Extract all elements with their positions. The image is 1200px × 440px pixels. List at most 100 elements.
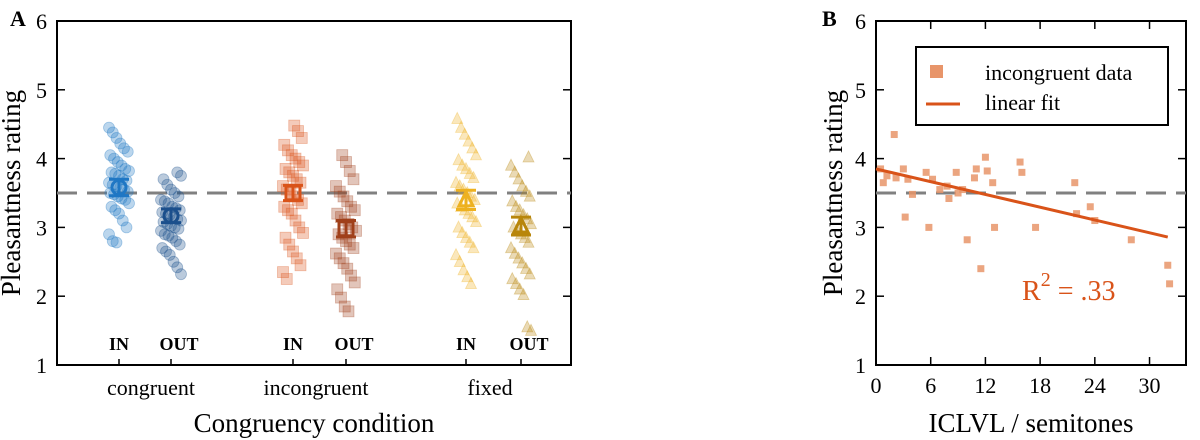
panel-b-data-point (963, 236, 971, 244)
panel-a-data-point (462, 134, 475, 147)
panel-a-data-point (348, 204, 361, 217)
panel-a-sublabel: OUT (334, 334, 373, 354)
panel-a-data-point (163, 249, 176, 261)
panel-b-y-axis-label: Pleasantness rating (818, 90, 848, 296)
panel-a-data-point (297, 159, 309, 172)
panel-b-data-point (991, 223, 999, 231)
panel-b-data-point (989, 179, 997, 187)
panel-a-data-point (287, 245, 299, 258)
panel-b-data-point (981, 153, 989, 161)
panel-a-data-point (456, 225, 469, 239)
panel-a-sublabel: IN (109, 334, 129, 354)
panel-a-data-point (120, 221, 133, 234)
panel-a-data-point (289, 214, 302, 227)
panel-a-mean-marker (162, 207, 180, 225)
panel-b-data-point (901, 213, 909, 221)
panel-a-y-ticks: 1 2 3 4 5 6 (36, 9, 571, 378)
panel-a-data-point (343, 238, 356, 251)
panel-b-data-point (970, 174, 978, 182)
panel-a-category-label: incongruent (263, 375, 368, 400)
panel-a-data-point (453, 254, 466, 267)
panel-a-y-tick-label: 4 (36, 147, 47, 172)
panel-a-data-point (160, 245, 172, 258)
panel-a-data-point (283, 238, 296, 251)
panel-a-data-point (293, 221, 306, 234)
panel-a-data-point (524, 216, 538, 230)
panel-a-data-point (283, 166, 296, 179)
panel-b-data-point (952, 168, 960, 176)
panel-a-data-point (336, 149, 349, 162)
panel-a-data-point (464, 276, 478, 289)
panel-a-data-point (175, 169, 187, 182)
panel-a-data-point (459, 161, 473, 175)
panel-a-data-point (457, 262, 470, 276)
panel-a-data-point (456, 158, 469, 171)
panel-a-data-point (293, 156, 306, 168)
panel-b-data-point (1071, 179, 1079, 187)
panel-a-data-point (155, 224, 167, 237)
panel-b-data-point (1166, 280, 1174, 288)
panel-a-data-point (523, 266, 536, 280)
panel-a-data-point (524, 323, 538, 336)
panel-a-data-point (512, 251, 525, 264)
panel-a-data-point (155, 193, 167, 206)
panel-b-data-point (904, 175, 912, 183)
panel-a-data-point (280, 273, 293, 285)
panel-a-data-point (108, 152, 120, 165)
panel-a-mean-marker (337, 220, 355, 238)
panel-a-data-point (110, 236, 123, 249)
panel-b-legend: incongruent data linear fit (915, 46, 1169, 126)
panel-a-data-point (458, 127, 471, 140)
panel-a-y-tick-label: 5 (36, 78, 47, 103)
panel-a-data-point (466, 141, 479, 154)
panel-a-data-point (285, 149, 298, 162)
panel-a-data-point (333, 252, 346, 265)
panel-a-sublabels: IN OUT IN OUT IN OUT (109, 334, 549, 354)
panel-a-y-tick-label: 1 (36, 353, 47, 378)
panel-a-data-point (337, 257, 350, 270)
panel-a-data-point (467, 240, 480, 254)
panel-a-data-point (522, 235, 535, 248)
panel-a-data-point (103, 121, 115, 134)
panel-b-data-point (879, 179, 887, 187)
panel-a-data-point (513, 202, 526, 216)
panel-a-mean-marker (456, 188, 476, 208)
panel-b-fit-line (875, 167, 1169, 239)
panel-a-data-point (330, 180, 342, 193)
panel-a-data-point (297, 227, 309, 239)
panel-a-data-point (451, 111, 464, 124)
panel-a-category-label: fixed (467, 375, 512, 400)
panel-a-data-point (516, 255, 529, 269)
panel-a-data-point (165, 183, 177, 196)
panel-a-data-point (158, 195, 171, 208)
panel-a-data-point (506, 271, 519, 285)
panel-a-data-point (341, 262, 354, 275)
panel-a-data-point (106, 235, 119, 248)
panel-b-data-point (936, 186, 944, 194)
panel-a-data-point (294, 259, 307, 272)
panel-a-data-point (282, 204, 294, 217)
panel-b-data-point (983, 167, 991, 175)
panel-a-data-point (512, 172, 525, 185)
panel-a-data-point (287, 169, 299, 182)
panel-a-data-point (104, 149, 117, 162)
panel-a-sublabel: OUT (159, 334, 198, 354)
legend-marker-incongruent-data (930, 65, 943, 78)
panel-a-y-tick-label: 3 (36, 215, 47, 240)
panel-a-data-point (341, 195, 354, 208)
panel-b-y-tick-label: 3 (855, 215, 866, 240)
panel-a-data-point (463, 166, 476, 179)
panel-a-data-point (469, 214, 483, 228)
panel-b-data-point (1016, 158, 1024, 166)
panel-a-data-point (452, 220, 465, 233)
panel-a-data-point (292, 125, 304, 137)
panel-a-data-point (509, 276, 523, 289)
panel-a-data-point (123, 165, 135, 177)
panel-a-data-point (330, 247, 342, 260)
panel-a-data-point (345, 200, 357, 213)
panel-a-data-point (111, 156, 124, 168)
panel-a-data-point (290, 252, 303, 265)
panel-b-x-tick-label: 12 (974, 373, 996, 398)
panel-b-x-axis-label: ICLVL / semitones (929, 408, 1134, 438)
